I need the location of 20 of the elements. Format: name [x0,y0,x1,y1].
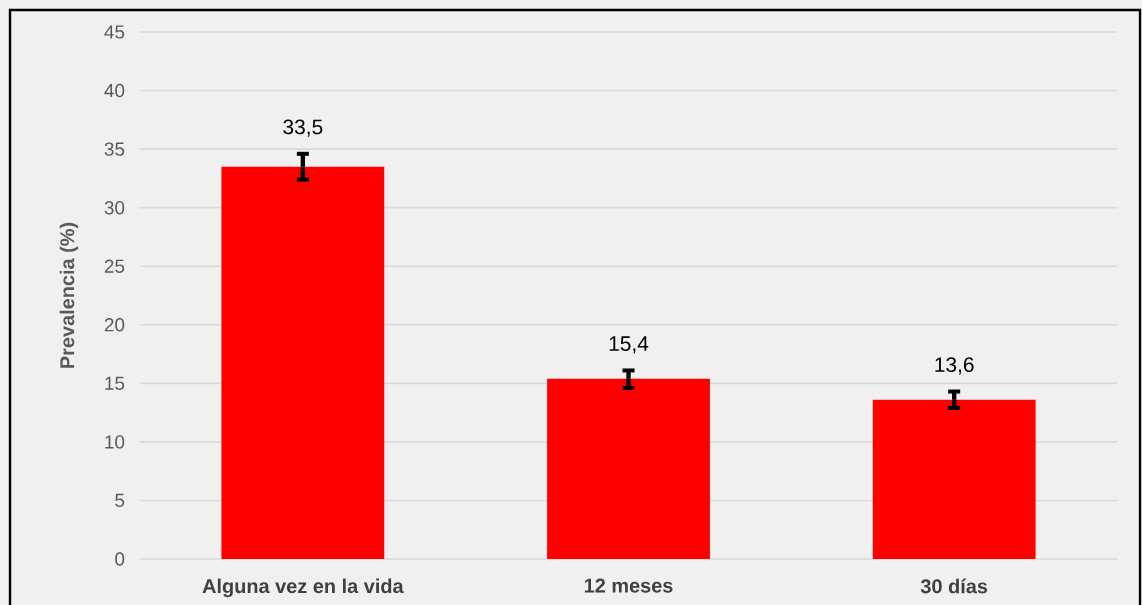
x-tick-label: 30 días [920,578,988,594]
bar [872,399,1036,559]
y-tick-label: 15 [105,376,125,390]
data-label: 13,6 [935,357,974,375]
x-tick-label: 12 meses [584,578,673,593]
y-tick-label: 10 [105,435,125,449]
bar [221,166,385,559]
data-label: 15,4 [609,336,649,354]
y-tick-label: 45 [104,25,125,39]
y-tick-label: 30 [104,200,125,215]
y-tick-label: 0 [115,552,125,566]
y-tick-label: 5 [115,493,125,508]
y-tick-label: 40 [104,83,125,98]
x-tick-label: Alguna vez en la vida [202,578,404,598]
y-tick-label: 25 [104,259,125,273]
bar [547,378,710,559]
y-tick-label: 20 [104,318,125,332]
y-tick-label: 35 [104,142,125,156]
y-axis-title: Prevalencia (%) [59,222,79,368]
data-label: 33,5 [283,119,323,137]
